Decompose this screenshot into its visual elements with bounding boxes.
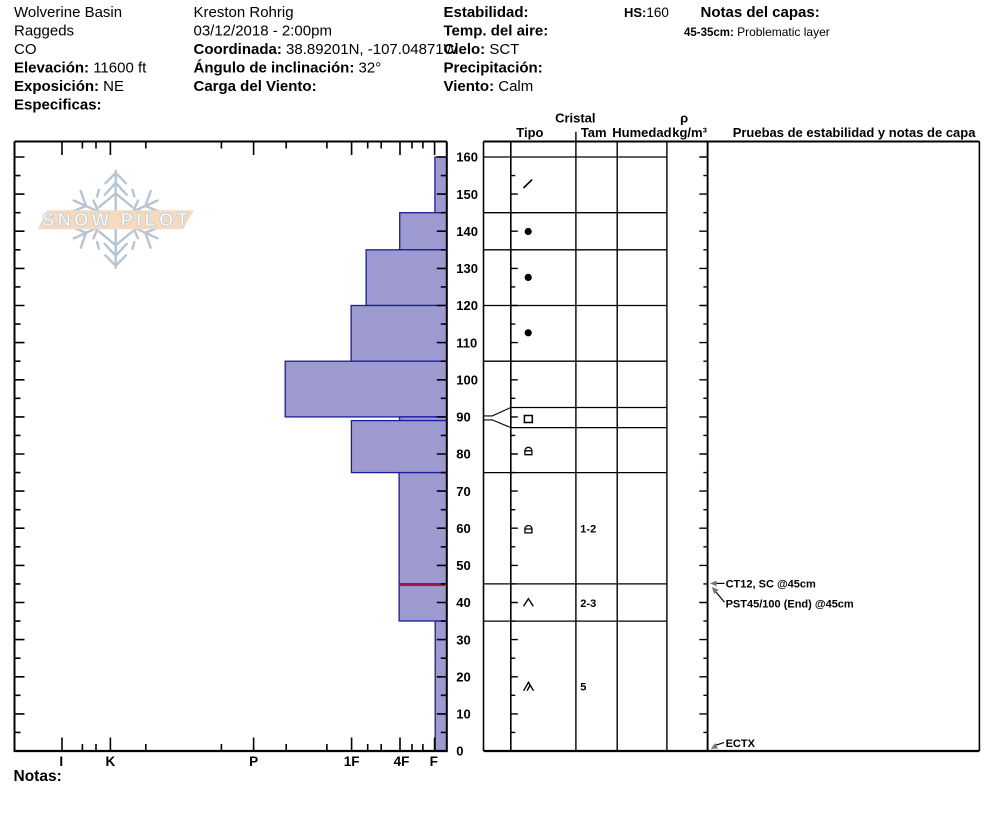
svg-text:45-35cm: Problematic layer: 45-35cm: Problematic layer [684,25,830,39]
svg-text:Viento: Calm: Viento: Calm [444,78,534,95]
svg-text:Estabilidad:: Estabilidad: [444,4,529,21]
svg-text:90: 90 [456,410,470,425]
svg-text:SNOW PILOT: SNOW PILOT [42,209,191,230]
svg-text:Wolverine Basin: Wolverine Basin [14,4,122,21]
svg-text:70: 70 [456,484,470,499]
svg-text:100: 100 [456,372,478,387]
svg-text:160: 160 [456,150,478,165]
svg-text:HS:160: HS:160 [624,5,669,20]
svg-text:PST45/100 (End) @45cm: PST45/100 (End) @45cm [726,599,854,611]
svg-text:60: 60 [456,521,470,536]
svg-text:Pruebas de estabilidad y notas: Pruebas de estabilidad y notas de capa [733,125,977,140]
svg-text:150: 150 [456,187,478,202]
svg-text:20: 20 [456,670,470,685]
svg-text:Notas del capas:: Notas del capas: [701,4,820,21]
svg-text:130: 130 [456,261,478,276]
svg-text:Tam: Tam [581,125,607,140]
svg-text:80: 80 [456,447,470,462]
svg-text:5: 5 [580,681,586,693]
svg-text:4F: 4F [394,754,410,769]
svg-text:F: F [430,754,438,769]
svg-text:40: 40 [456,595,470,610]
svg-text:Especificas:: Especificas: [14,96,102,113]
svg-text:CO: CO [14,41,37,58]
svg-text:kg/m³: kg/m³ [672,125,707,140]
svg-text:Humedad: Humedad [612,125,671,140]
svg-text:1-2: 1-2 [580,524,596,536]
svg-text:140: 140 [456,224,478,239]
svg-text:Elevación: 11600 ft: Elevación: 11600 ft [14,60,147,77]
svg-text:Raggeds: Raggeds [14,23,74,40]
svg-text:1F: 1F [344,754,360,769]
svg-text:Tipo: Tipo [516,125,543,140]
svg-text:ECTX: ECTX [726,738,756,750]
svg-text:2-3: 2-3 [580,598,596,610]
svg-text:0: 0 [456,744,463,759]
svg-text:120: 120 [456,298,478,313]
svg-text:Coordinada: 38.89201N, -107.04: Coordinada: 38.89201N, -107.04871W [194,41,459,58]
svg-text:10: 10 [456,707,470,722]
svg-text:ρ: ρ [680,110,688,125]
svg-text:I: I [59,754,63,769]
svg-text:30: 30 [456,632,470,647]
svg-text:Temp. del aire:: Temp. del aire: [444,23,549,40]
svg-text:P: P [249,754,258,769]
svg-text:Ángulo de inclinación: 32°: Ángulo de inclinación: 32° [194,60,382,77]
svg-text:Notas:: Notas: [14,768,62,785]
svg-text:03/12/2018 - 2:00pm: 03/12/2018 - 2:00pm [194,23,332,40]
svg-text:K: K [106,754,116,769]
svg-text:50: 50 [456,558,470,573]
svg-text:Cielo: SCT: Cielo: SCT [444,41,520,58]
svg-text:Carga del Viento:: Carga del Viento: [194,78,317,95]
svg-text:110: 110 [456,335,477,350]
svg-text:Precipitación:: Precipitación: [444,60,543,77]
svg-text:Kreston Rohrig: Kreston Rohrig [194,4,294,21]
svg-text:Cristal: Cristal [555,110,595,125]
svg-text:CT12, SC @45cm: CT12, SC @45cm [726,578,816,590]
svg-text:Exposición: NE: Exposición: NE [14,78,124,95]
